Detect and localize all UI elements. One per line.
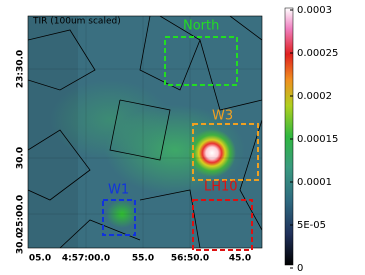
colorbar (284, 7, 294, 266)
y-tick-label: 25:00.0 (16, 195, 26, 233)
region-box (192, 199, 253, 251)
map (28, 16, 262, 248)
x-tick-label: 56:50.0 (171, 254, 209, 264)
colorbar-label: 0.00015 (297, 134, 338, 145)
x-tick-label: 4:57:00.0 (62, 254, 110, 264)
colorbar-label: 0.0001 (297, 177, 332, 188)
region-label: W1 (108, 183, 129, 198)
region-label: W3 (212, 109, 233, 124)
region-box (102, 199, 136, 236)
region-box (192, 123, 259, 181)
colorbar-label: 0 (297, 263, 303, 274)
image-title: TIR (100um scaled) (32, 17, 121, 27)
x-tick-label: 45.0 (229, 254, 251, 264)
region-box (164, 36, 238, 86)
x-tick-label: 05.0 (29, 254, 51, 264)
region-label: LH10 (204, 180, 238, 195)
y-tick-label: 23:30.0 (16, 50, 26, 88)
y-tick-label: 30.0 (16, 232, 26, 254)
colorbar-label: 0.0002 (297, 91, 332, 102)
x-tick-label: 55.0 (132, 254, 154, 264)
region-label: North (183, 19, 219, 34)
y-tick-label: 30.0 (16, 147, 26, 169)
colorbar-label: 0.00025 (297, 48, 338, 59)
colorbar-label: 5E-05 (297, 220, 326, 231)
colorbar-label: 0.0003 (297, 5, 332, 16)
